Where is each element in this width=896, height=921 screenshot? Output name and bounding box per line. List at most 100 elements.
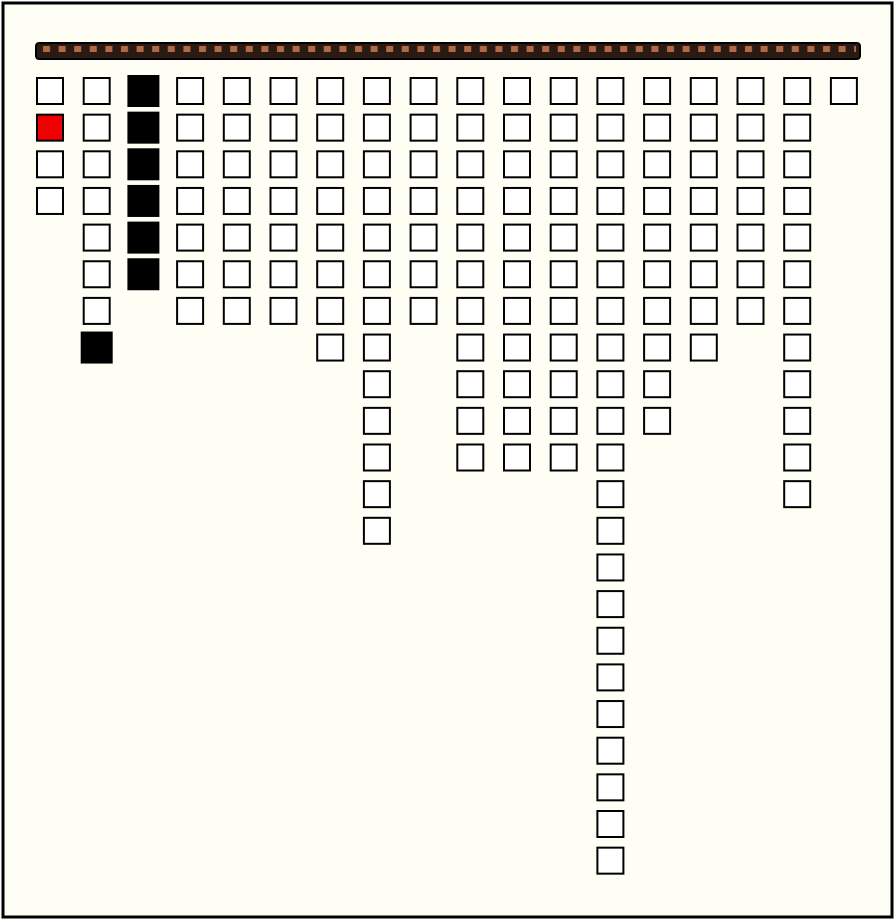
cell[interactable] [82, 296, 111, 325]
cell[interactable] [456, 223, 485, 252]
cell[interactable] [596, 663, 625, 692]
cell[interactable] [362, 406, 391, 435]
cell[interactable] [127, 184, 160, 217]
cell[interactable] [549, 333, 578, 362]
cell[interactable] [36, 150, 64, 179]
cell[interactable] [176, 77, 205, 105]
cell[interactable] [643, 186, 672, 215]
cell[interactable] [783, 443, 812, 472]
cell[interactable] [643, 223, 672, 252]
cell[interactable] [689, 223, 718, 252]
cell[interactable] [596, 516, 625, 545]
cell[interactable] [643, 113, 672, 142]
cell[interactable] [689, 77, 718, 105]
cell[interactable] [222, 223, 251, 252]
cell[interactable] [549, 370, 578, 399]
cell[interactable] [409, 260, 438, 289]
cell[interactable] [82, 150, 111, 179]
cell[interactable] [269, 186, 298, 215]
cell[interactable] [503, 113, 531, 142]
cell[interactable] [643, 333, 672, 362]
cell[interactable] [362, 443, 391, 472]
cell[interactable] [456, 370, 485, 399]
cell[interactable] [362, 150, 391, 179]
cell[interactable] [596, 480, 625, 509]
cell[interactable] [503, 260, 531, 289]
cell[interactable] [689, 186, 718, 215]
cell[interactable] [269, 223, 298, 252]
cell[interactable] [269, 77, 298, 105]
cell[interactable] [736, 186, 765, 215]
cell[interactable] [549, 223, 578, 252]
cell[interactable] [783, 333, 812, 362]
cell[interactable] [127, 75, 160, 107]
cell[interactable] [549, 77, 578, 105]
cell[interactable] [643, 150, 672, 179]
cell[interactable] [127, 258, 160, 291]
cell[interactable] [503, 370, 531, 399]
cell[interactable] [689, 333, 718, 362]
cell[interactable] [596, 736, 625, 765]
cell[interactable] [596, 186, 625, 215]
cell[interactable] [689, 260, 718, 289]
cell[interactable] [783, 186, 812, 215]
cell[interactable] [503, 406, 531, 435]
cell[interactable] [362, 370, 391, 399]
cell[interactable] [269, 260, 298, 289]
cell[interactable] [783, 150, 812, 179]
cell[interactable] [36, 186, 64, 215]
cell[interactable] [316, 296, 345, 325]
cell[interactable] [316, 113, 345, 142]
cell[interactable] [503, 333, 531, 362]
cell[interactable] [456, 296, 485, 325]
cell[interactable] [362, 260, 391, 289]
cell[interactable] [362, 113, 391, 142]
cell[interactable] [176, 260, 205, 289]
cell[interactable] [549, 296, 578, 325]
cell[interactable] [549, 186, 578, 215]
cell[interactable] [456, 186, 485, 215]
cell[interactable] [736, 113, 765, 142]
cell[interactable] [596, 700, 625, 729]
cell[interactable] [503, 186, 531, 215]
cell[interactable] [549, 406, 578, 435]
cell[interactable] [689, 150, 718, 179]
cell[interactable] [127, 148, 160, 181]
cell[interactable] [456, 77, 485, 105]
cell[interactable] [596, 810, 625, 838]
cell[interactable] [596, 406, 625, 435]
cell[interactable] [783, 370, 812, 399]
cell[interactable] [456, 113, 485, 142]
cell[interactable] [596, 773, 625, 802]
cell[interactable] [409, 296, 438, 325]
cell[interactable] [596, 77, 625, 105]
cell[interactable] [736, 260, 765, 289]
cell[interactable] [549, 260, 578, 289]
cell[interactable] [736, 223, 765, 252]
cell[interactable] [316, 186, 345, 215]
cell[interactable] [316, 77, 345, 105]
cell[interactable] [316, 223, 345, 252]
cell[interactable] [456, 260, 485, 289]
cell[interactable] [409, 113, 438, 142]
cell[interactable] [736, 77, 765, 105]
cell[interactable] [82, 113, 111, 142]
cell[interactable] [316, 260, 345, 289]
cell[interactable] [783, 113, 812, 142]
cell[interactable] [176, 150, 205, 179]
cell[interactable] [503, 443, 531, 472]
cell[interactable] [82, 77, 111, 105]
cell[interactable] [783, 223, 812, 252]
cell[interactable] [596, 150, 625, 179]
cell[interactable] [80, 331, 113, 364]
cell[interactable] [736, 296, 765, 325]
cell[interactable] [503, 150, 531, 179]
cell[interactable] [316, 150, 345, 179]
cell[interactable] [362, 296, 391, 325]
cell[interactable] [596, 296, 625, 325]
cell[interactable] [643, 406, 672, 435]
cell[interactable] [82, 186, 111, 215]
cell[interactable] [36, 113, 64, 142]
cell[interactable] [176, 223, 205, 252]
cell[interactable] [362, 223, 391, 252]
